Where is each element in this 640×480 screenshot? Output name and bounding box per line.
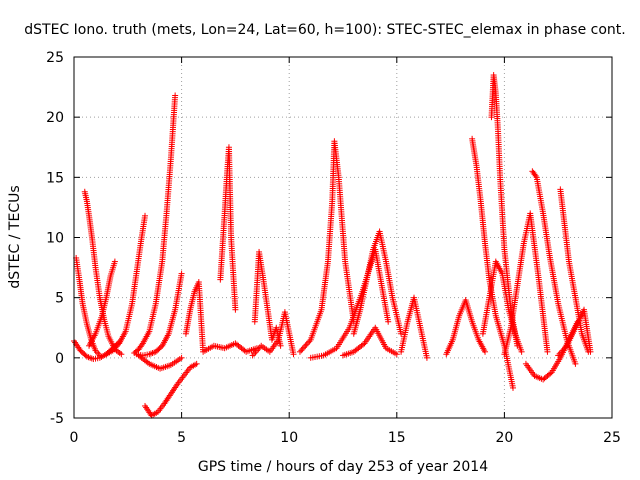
x-tick-label: 10 [280,430,298,446]
data-point [290,351,297,358]
data-point [300,344,307,351]
data-point [518,348,525,355]
series-arc [529,168,579,367]
series-arc [182,279,260,355]
data-point [482,348,489,355]
series-arc [501,210,551,358]
series-arc [86,258,118,349]
x-tick-label: 15 [388,430,406,446]
y-tick-label: 15 [46,170,64,186]
data-point [193,360,200,367]
data-point [113,343,120,350]
data-point [96,352,103,359]
series-arc [249,309,297,359]
series-arc [340,324,400,359]
data-point [572,360,579,367]
series-arc [131,92,179,357]
data-point [423,354,430,361]
data-point [277,342,284,349]
data-point [111,346,118,353]
data-point [118,351,125,358]
y-tick-label: -5 [50,411,64,427]
data-point [134,347,141,354]
series-arc [443,297,489,358]
data-points [71,72,594,419]
data-point [547,370,554,377]
series-arc [73,254,103,359]
data-point [172,92,179,99]
x-tick-label: 0 [70,430,79,446]
data-point [299,345,306,352]
data-point [114,341,121,348]
data-point [296,348,303,355]
series-arc [251,248,284,349]
series-arc [350,228,405,337]
series-arc [555,306,594,359]
y-tick-label: 20 [46,110,64,126]
data-point [302,342,309,349]
series-arc [81,188,125,358]
y-tick-label: 25 [46,50,64,66]
series-arc [133,270,185,359]
chart-title: dSTEC Iono. truth (mets, Lon=24, Lat=60,… [24,22,625,38]
data-point [587,348,594,355]
series-arc [142,360,200,419]
data-point [385,318,392,325]
axis-ticks: 0 5 10 15 20 25 -5 0 5 10 15 20 25 [46,50,621,446]
y-tick-label: 5 [55,291,64,307]
data-point [544,348,551,355]
series-arc [135,352,185,372]
x-axis-label: GPS time / hours of day 253 of year 2014 [198,459,488,475]
series-arc [398,294,430,361]
data-point [298,347,305,354]
series-arc [103,212,149,358]
data-point [112,344,119,351]
data-point [303,341,310,348]
data-point [111,258,118,265]
y-tick-label: 10 [46,231,64,247]
x-tick-label: 25 [603,430,621,446]
data-point [232,306,239,313]
x-tick-label: 5 [177,430,186,446]
data-point [398,330,405,337]
series-arc [522,318,581,383]
series-arc [217,144,239,313]
data-point [393,351,400,358]
data-point [510,384,517,391]
data-point [178,270,185,277]
x-tick-label: 20 [495,430,513,446]
y-tick-label: 0 [55,351,64,367]
data-point [142,212,149,219]
data-point [109,347,116,354]
series-arc [296,138,357,355]
data-point [178,354,185,361]
data-point [305,339,312,346]
y-axis-label: dSTEC / TECUs [7,185,23,288]
